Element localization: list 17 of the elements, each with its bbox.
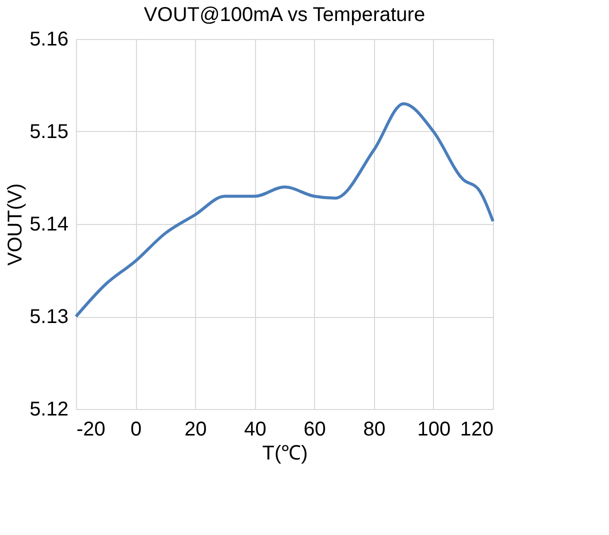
- x-tick-label: 20: [184, 418, 207, 440]
- y-axis-title: VOUT(V): [4, 183, 27, 266]
- y-tick-label: 5.14: [30, 214, 68, 236]
- x-tick-label: -20: [76, 418, 106, 440]
- y-tick-label: 5.15: [30, 121, 68, 143]
- x-axis-title: T(℃): [262, 442, 308, 464]
- x-tick-label: 40: [244, 418, 266, 440]
- y-tick-label: 5.13: [30, 306, 68, 328]
- x-tick-label: 100: [417, 418, 451, 440]
- chart-title: VOUT@100mA vs Temperature: [144, 4, 426, 26]
- x-tick-label: 60: [304, 418, 326, 440]
- y-tick-label: 5.12: [30, 398, 68, 420]
- x-tick-label: 80: [363, 418, 386, 440]
- x-tick-label: 120: [460, 418, 494, 440]
- line-series: [74, 102, 494, 318]
- y-tick-label: 5.16: [30, 28, 68, 50]
- x-tick-label: 0: [130, 418, 142, 440]
